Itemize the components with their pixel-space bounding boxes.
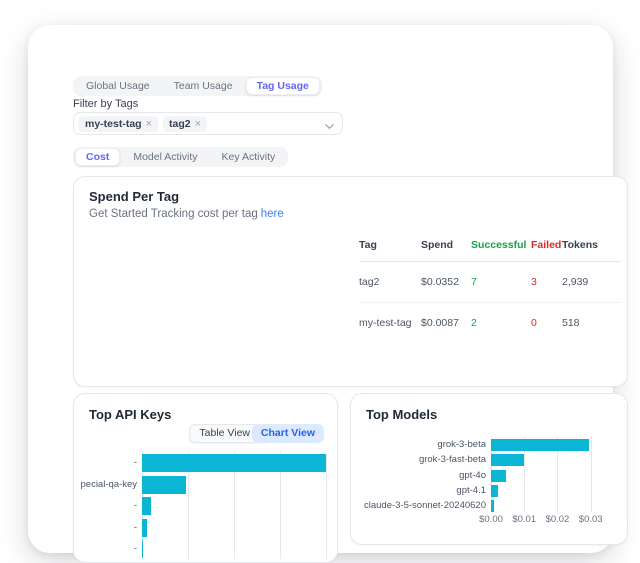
tag-filter-select[interactable]: my-test-tag × tag2 ×	[73, 112, 343, 135]
tab-tag-usage[interactable]: Tag Usage	[245, 77, 320, 95]
top-api-keys-title: Top API Keys	[89, 407, 172, 422]
top-models-bar[interactable]	[491, 484, 498, 497]
cell-successful: 7	[471, 276, 477, 288]
category-label: grok-3-beta	[437, 439, 486, 450]
tag-pill-label: my-test-tag	[85, 117, 142, 130]
gridline	[234, 451, 235, 559]
table-row: my-test-tag $0.0087 2 0 518	[359, 303, 621, 343]
x-axis-tick-label: $0.01	[512, 514, 537, 525]
top-api-keys-bar[interactable]	[142, 518, 147, 537]
cell-failed: 0	[531, 317, 537, 329]
spend-per-tag-subtitle: Get Started Tracking cost per tag here	[89, 208, 284, 220]
cell-spend: $0.0087	[421, 317, 459, 329]
top-api-keys-bar[interactable]	[142, 454, 326, 472]
top-models-chart: $0.00 $0.01 $0.02 $0.03 grok-3-beta grok-3-fa…	[359, 432, 621, 532]
category-label: pecial-qa-key	[80, 478, 138, 490]
col-spend: Spend	[421, 239, 454, 251]
remove-tag-icon[interactable]: ×	[145, 117, 153, 130]
gridline	[326, 451, 327, 559]
top-models-bar[interactable]	[491, 500, 494, 513]
tab-team-usage[interactable]: Team Usage	[163, 77, 244, 95]
category-label: -	[133, 500, 137, 511]
table-row: tag2 $0.0352 7 3 2,939	[359, 262, 621, 303]
cell-tokens: 518	[562, 317, 580, 329]
top-api-keys-bar[interactable]	[142, 475, 187, 494]
cell-failed: 3	[531, 276, 537, 288]
tab-global-usage[interactable]: Global Usage	[75, 77, 161, 95]
x-axis-tick-label: $0.03	[578, 514, 603, 525]
col-tokens: Tokens	[562, 239, 598, 251]
top-models-title: Top Models	[366, 407, 438, 422]
usage-tab-list: Global Usage Team Usage Tag Usage	[73, 76, 322, 96]
get-started-link[interactable]: here	[260, 208, 284, 220]
x-axis-tick-label: $0.02	[545, 514, 570, 525]
cell-tokens: 2,939	[562, 276, 589, 288]
col-successful: Successful	[471, 239, 527, 251]
cell-tag: my-test-tag	[359, 317, 412, 329]
top-models-bar[interactable]	[491, 469, 506, 482]
chart-view-button[interactable]: Chart View	[251, 424, 324, 443]
gridline	[590, 436, 592, 512]
category-label: -	[133, 521, 137, 533]
table-view-button[interactable]: Table View	[189, 424, 260, 443]
tag-pill-label: tag2	[169, 117, 191, 130]
top-models-bar[interactable]	[491, 439, 590, 451]
subtitle-text: Get Started Tracking cost per tag	[89, 208, 258, 220]
view-tab-list: Cost Model Activity Key Activity	[73, 147, 289, 167]
top-api-keys-card: Top API Keys Table View Chart View - peci…	[73, 393, 338, 563]
usage-dashboard-panel: Global Usage Team Usage Tag Usage Filter…	[28, 25, 628, 563]
tab-cost[interactable]: Cost	[75, 148, 121, 166]
gridline	[524, 436, 526, 512]
top-api-keys-bar[interactable]	[142, 497, 152, 515]
gridline	[557, 436, 559, 512]
tab-model-activity[interactable]: Model Activity	[122, 148, 208, 166]
category-label: -	[133, 543, 137, 554]
spend-per-tag-card: Spend Per Tag Get Started Tracking cost …	[73, 176, 628, 387]
top-api-keys-chart: - pecial-qa-key - - -	[75, 446, 327, 559]
tag-pill: my-test-tag ×	[79, 115, 159, 132]
x-axis-tick-label: $0.00	[479, 514, 503, 525]
tab-key-activity[interactable]: Key Activity	[211, 148, 287, 166]
gridline	[280, 451, 281, 559]
table-header-row: Tag Spend Successful Failed Tokens	[359, 233, 621, 262]
cell-tag: tag2	[359, 276, 380, 288]
category-label: grok-3-fast-beta	[418, 454, 486, 466]
cell-successful: 2	[471, 317, 477, 329]
filter-by-tags-label: Filter by Tags	[73, 98, 139, 110]
col-failed: Failed	[531, 239, 562, 251]
tag-pill: tag2 ×	[163, 115, 208, 132]
cell-spend: $0.0352	[421, 276, 459, 288]
col-tag: Tag	[359, 239, 377, 251]
remove-tag-icon[interactable]: ×	[194, 117, 202, 130]
category-label: gpt-4.1	[456, 484, 486, 496]
gridline	[188, 451, 189, 559]
top-api-keys-bar[interactable]	[142, 540, 144, 558]
category-label: -	[133, 457, 137, 468]
top-models-bar[interactable]	[491, 454, 524, 467]
spend-per-tag-title: Spend Per Tag	[89, 189, 180, 204]
category-label: gpt-4o	[459, 469, 486, 481]
spend-per-tag-table: Tag Spend Successful Failed Tokens tag2 …	[359, 233, 621, 343]
top-models-card: Top Models $0.00 $0.01 $0.02 $0.03 grok-3-be…	[350, 393, 628, 545]
category-label: claude-3-5-sonnet-20240620	[363, 500, 486, 512]
chevron-down-icon	[324, 119, 335, 137]
